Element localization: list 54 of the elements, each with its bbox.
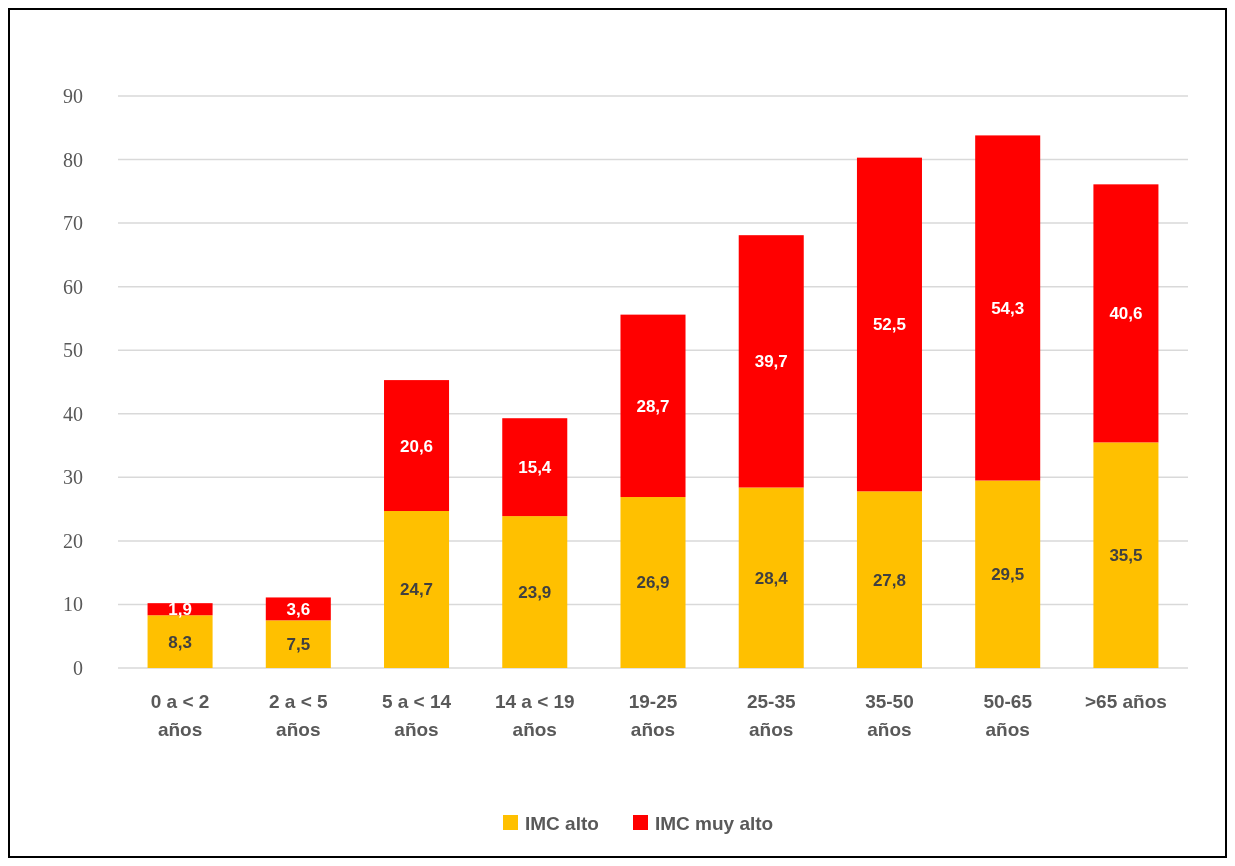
data-label: 7,5 — [286, 635, 311, 655]
x-tick-label: 19-25 años — [628, 691, 678, 740]
y-tick-label: 0 — [73, 657, 83, 679]
x-tick-label: 14 a < 19 años — [494, 691, 575, 740]
bar — [738, 235, 804, 488]
bar — [502, 516, 568, 668]
data-label: 3,6 — [286, 599, 311, 619]
data-label: 39,7 — [754, 352, 788, 372]
data-label: 8,3 — [168, 632, 192, 652]
x-tick-label: 50-65 años — [983, 691, 1033, 740]
bar — [856, 491, 922, 668]
y-tick-label: 40 — [63, 402, 83, 425]
x-tick-label: 0 a < 2 años — [150, 691, 210, 740]
y-tick-label: 60 — [63, 275, 83, 298]
data-label: 23,9 — [518, 583, 552, 602]
bar — [502, 418, 568, 517]
y-tick-label: 70 — [63, 212, 83, 235]
y-tick-label: 30 — [63, 466, 83, 489]
data-label: 15,4 — [518, 458, 552, 478]
data-label: 40,6 — [1109, 304, 1143, 324]
x-tick-label: 5 a < 14 años — [381, 691, 452, 740]
bar — [975, 480, 1041, 668]
y-tick-label: 50 — [63, 339, 83, 362]
bar — [738, 487, 804, 668]
y-tick-label: 90 — [63, 85, 83, 107]
x-tick-label: 2 a < 5 años — [268, 691, 329, 740]
bar — [620, 497, 686, 668]
bar — [1093, 442, 1159, 668]
data-label: 35,5 — [1109, 546, 1143, 566]
data-label: 20,6 — [399, 436, 434, 456]
legend-label: IMC alto — [525, 812, 599, 834]
bar — [384, 511, 450, 668]
data-label: 52,5 — [872, 315, 907, 335]
data-label: 54,3 — [991, 298, 1025, 318]
x-tick-label: 35-50 años — [865, 691, 914, 740]
data-label: 27,8 — [872, 570, 907, 590]
data-label: 24,7 — [399, 580, 434, 600]
x-tick-label: >65 años — [1085, 691, 1167, 712]
y-tick-label: 10 — [63, 593, 83, 616]
bar — [856, 157, 922, 492]
data-label: 26,9 — [636, 573, 670, 593]
x-tick-label: 25-35 años — [746, 691, 796, 740]
data-label: 1,9 — [168, 600, 192, 620]
legend-label: IMC muy alto — [655, 812, 774, 834]
bar — [265, 620, 331, 668]
y-tick-label: 20 — [63, 529, 83, 552]
bar — [975, 135, 1041, 481]
data-label: 29,5 — [991, 565, 1025, 585]
bar — [620, 314, 686, 498]
data-label: 28,4 — [754, 568, 789, 588]
bar — [384, 380, 450, 512]
bar — [1093, 184, 1159, 443]
y-tick-label: 80 — [63, 148, 83, 171]
data-label: 28,7 — [636, 396, 670, 416]
